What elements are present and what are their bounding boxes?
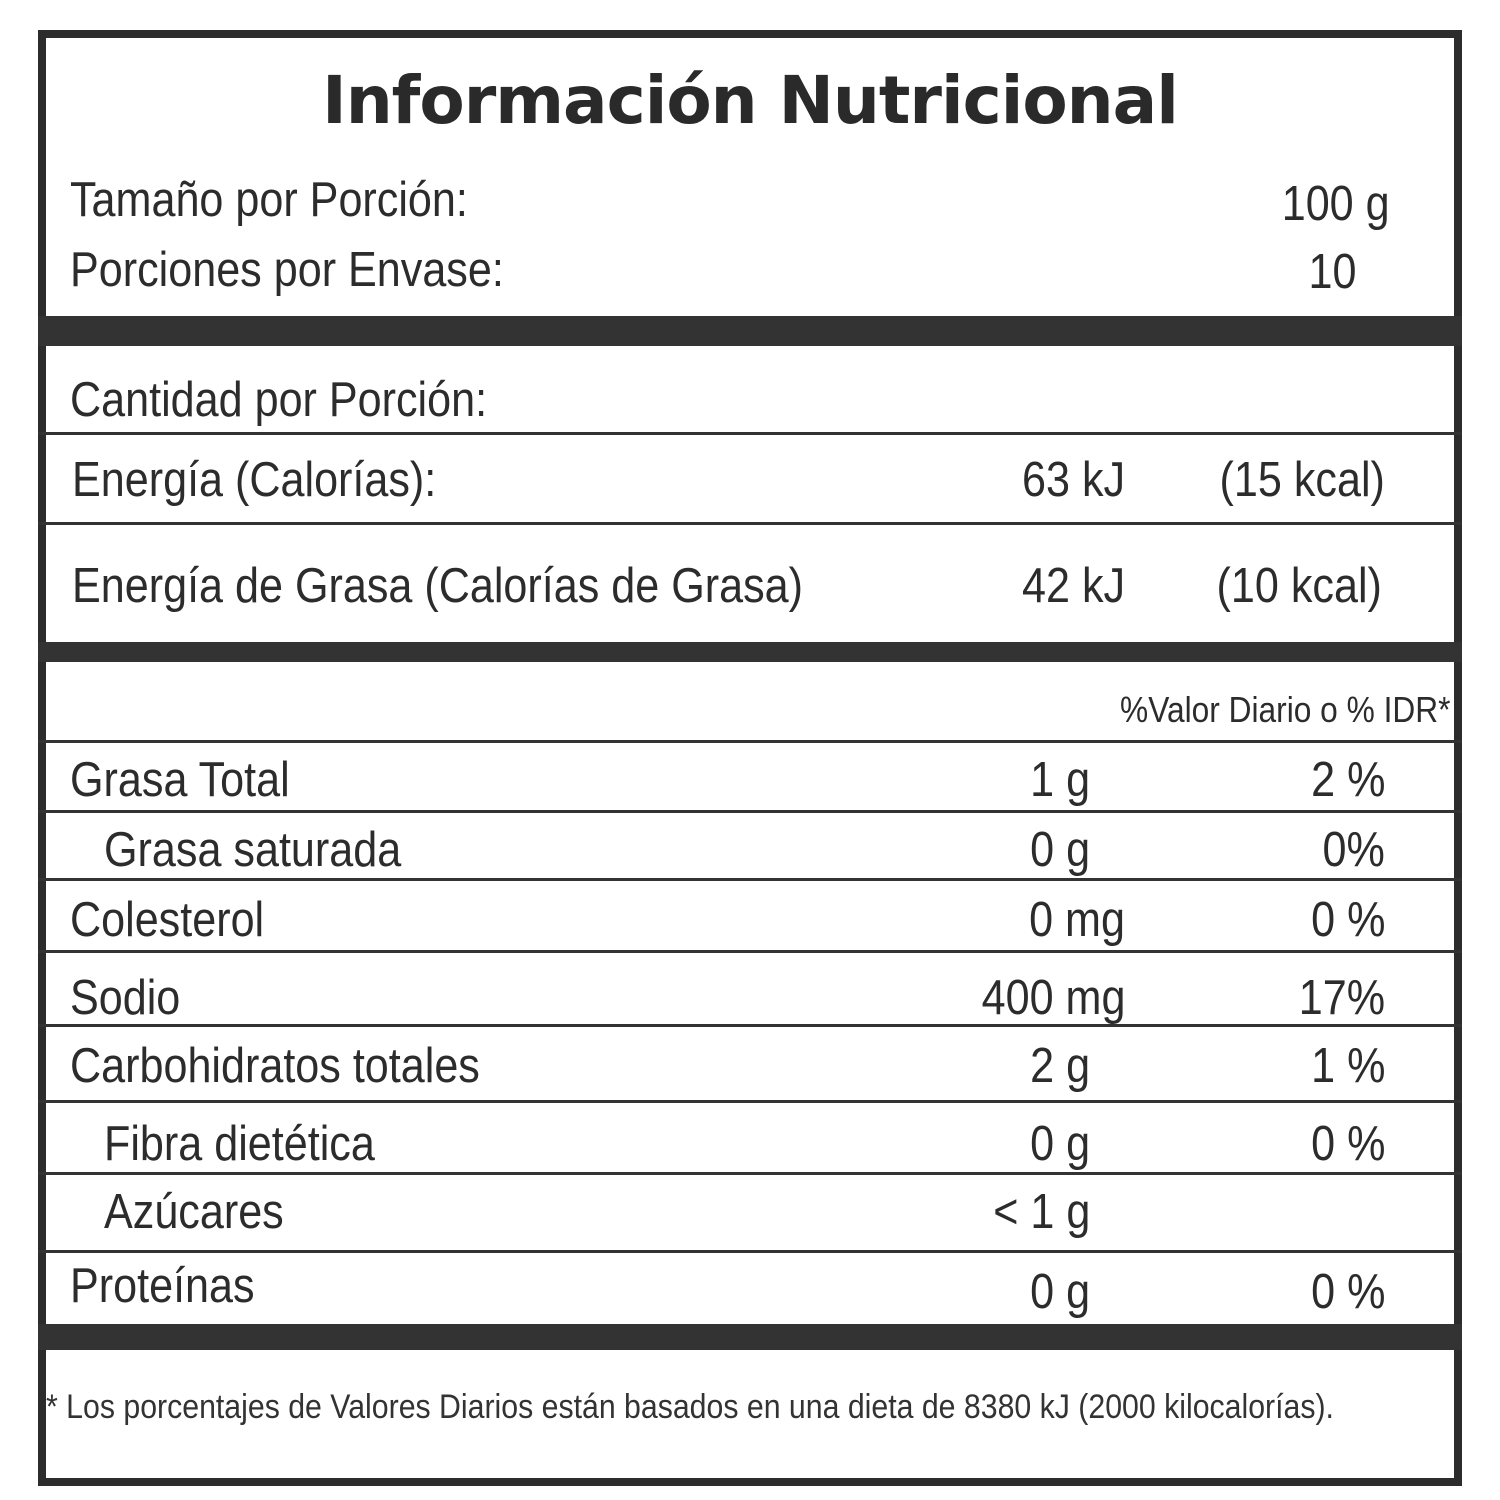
nutrient-daily-value: 1 % bbox=[1310, 1039, 1385, 1093]
nutrient-amount: 2 g bbox=[1030, 1039, 1090, 1093]
thick-divider bbox=[38, 316, 1462, 346]
nutrient-amount: 0 mg bbox=[1029, 893, 1125, 947]
divider bbox=[38, 1024, 1462, 1027]
fat-energy-label: Energía de Grasa (Calorías de Grasa) bbox=[72, 559, 803, 613]
nutrient-name: Grasa saturada bbox=[104, 823, 402, 877]
nutrient-name: Colesterol bbox=[70, 893, 265, 947]
nutrient-daily-value: 0 % bbox=[1310, 1117, 1385, 1171]
amount-per-serving-label: Cantidad por Porción: bbox=[70, 373, 488, 427]
divider bbox=[38, 1100, 1462, 1103]
nutrient-daily-value: 2 % bbox=[1310, 753, 1385, 807]
divider bbox=[38, 432, 1462, 435]
fat-energy-kj: 42 kJ bbox=[1021, 559, 1125, 613]
energy-kcal: (15 kcal) bbox=[1219, 453, 1385, 507]
nutrient-amount: 1 g bbox=[1030, 753, 1090, 807]
divider bbox=[38, 1250, 1462, 1253]
nutrient-daily-value: 17% bbox=[1298, 971, 1385, 1025]
label-title: Información Nutricional bbox=[322, 62, 1179, 139]
nutrient-name: Carbohidratos totales bbox=[70, 1039, 480, 1093]
serving-size-label: Tamaño por Porción: bbox=[70, 173, 468, 227]
daily-value-header: %Valor Diario o % IDR* bbox=[1119, 689, 1450, 730]
nutrient-name: Grasa Total bbox=[70, 753, 290, 807]
nutrient-daily-value: 0% bbox=[1322, 823, 1385, 877]
thick-divider bbox=[38, 642, 1462, 662]
servings-per-container-label: Porciones por Envase: bbox=[70, 243, 504, 297]
divider bbox=[38, 740, 1462, 743]
serving-size-value: 100 g bbox=[1282, 177, 1390, 231]
nutrient-daily-value: 0 % bbox=[1310, 1265, 1385, 1319]
nutrient-name: Proteínas bbox=[70, 1259, 255, 1313]
divider bbox=[38, 950, 1462, 953]
nutrient-name: Sodio bbox=[70, 971, 181, 1025]
nutrition-facts-label bbox=[38, 30, 1462, 1486]
energy-kj: 63 kJ bbox=[1021, 453, 1125, 507]
divider bbox=[38, 1172, 1462, 1175]
energy-label: Energía (Calorías): bbox=[72, 453, 437, 507]
nutrient-name: Fibra dietética bbox=[104, 1117, 375, 1171]
divider bbox=[38, 810, 1462, 813]
thick-divider bbox=[38, 1324, 1462, 1350]
fat-energy-kcal: (10 kcal) bbox=[1216, 559, 1382, 613]
footnote: * Los porcentajes de Valores Diarios est… bbox=[46, 1388, 1334, 1426]
nutrient-amount: 0 g bbox=[1030, 1265, 1090, 1319]
divider bbox=[38, 522, 1462, 525]
servings-per-container-value: 10 bbox=[1309, 245, 1357, 299]
divider bbox=[38, 878, 1462, 881]
nutrient-amount: 0 g bbox=[1030, 823, 1090, 877]
nutrient-amount: < 1 g bbox=[992, 1185, 1090, 1239]
nutrient-amount: 0 g bbox=[1030, 1117, 1090, 1171]
nutrient-amount: 400 mg bbox=[981, 971, 1125, 1025]
nutrient-daily-value: 0 % bbox=[1310, 893, 1385, 947]
nutrient-name: Azúcares bbox=[104, 1185, 284, 1239]
